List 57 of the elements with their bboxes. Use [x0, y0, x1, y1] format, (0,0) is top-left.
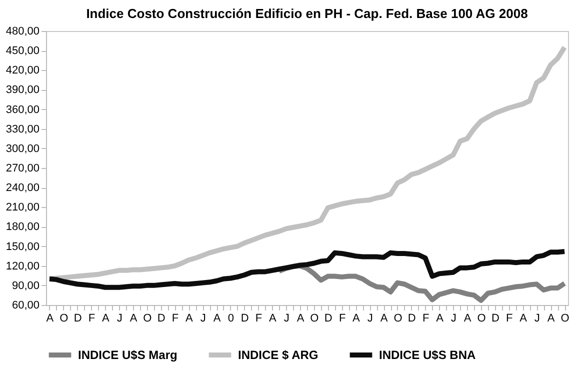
- x-tick-label: F: [422, 312, 430, 324]
- x-tick-label: A: [213, 312, 222, 324]
- x-tick-label: D: [324, 312, 332, 324]
- x-tick-label: J: [200, 312, 206, 324]
- y-tick-label: 240,00: [6, 182, 40, 194]
- y-tick-label: 330,00: [6, 123, 40, 136]
- x-tick-label: A: [269, 312, 278, 324]
- x-tick-label: D: [240, 312, 249, 324]
- x-tick-label: A: [130, 312, 138, 324]
- legend-label: INDICE U$S BNA: [379, 348, 476, 362]
- x-tick-label: A: [186, 312, 194, 324]
- legend-label: INDICE $ ARG: [238, 348, 318, 362]
- x-tick-label: O: [560, 312, 570, 324]
- x-tick-label: F: [255, 312, 262, 324]
- x-tick-label: 0: [228, 312, 234, 324]
- y-tick-label: 390,00: [6, 84, 40, 96]
- x-tick-label: D: [157, 312, 166, 324]
- x-tick-label: A: [296, 312, 305, 324]
- x-tick-label: D: [491, 312, 500, 324]
- x-tick-label: A: [380, 312, 388, 324]
- x-tick-label: A: [547, 312, 556, 324]
- x-tick-label: J: [450, 312, 456, 324]
- x-tick-label: F: [506, 312, 513, 324]
- y-tick-label: 270,00: [6, 162, 40, 174]
- y-tick-label: 450,00: [6, 45, 40, 58]
- legend-label: INDICE U$S Marg: [78, 348, 178, 362]
- x-tick-label: J: [534, 312, 540, 324]
- x-tick-label: A: [464, 312, 472, 324]
- y-tick-label: 180,00: [6, 221, 40, 234]
- x-tick-label: J: [367, 312, 373, 324]
- x-tick-label: F: [338, 312, 346, 324]
- x-tick-label: A: [102, 312, 110, 324]
- x-tick-label: O: [143, 312, 152, 324]
- x-tick-label: F: [88, 312, 96, 324]
- y-tick-label: 210,00: [6, 202, 40, 214]
- x-tick-label: A: [352, 312, 361, 324]
- x-tick-label: D: [408, 312, 416, 324]
- y-tick-label: 120,00: [6, 260, 40, 272]
- x-tick-label: J: [284, 312, 290, 324]
- y-tick-label: 90,00: [12, 280, 40, 292]
- y-tick-label: 300,00: [6, 142, 40, 155]
- x-tick-label: A: [46, 312, 54, 324]
- x-tick-label: A: [520, 312, 528, 324]
- y-tick-label: 480,00: [6, 26, 40, 38]
- x-tick-label: D: [74, 312, 82, 324]
- x-tick-label: F: [172, 312, 179, 324]
- x-tick-label: O: [394, 312, 403, 324]
- x-tick-label: O: [310, 312, 320, 324]
- y-tick-label: 150,00: [6, 240, 40, 253]
- x-tick-label: J: [116, 312, 122, 324]
- chart-title: Indice Costo Construcción Edificio en PH - Cap. Fed. Base 100 AG 2008: [86, 6, 528, 21]
- y-tick-label: 360,00: [6, 104, 40, 116]
- x-tick-label: A: [436, 312, 444, 324]
- y-tick-label: 420,00: [6, 64, 40, 77]
- x-tick-label: O: [60, 312, 69, 324]
- x-tick-label: O: [477, 312, 486, 324]
- y-tick-label: 60,00: [12, 300, 40, 312]
